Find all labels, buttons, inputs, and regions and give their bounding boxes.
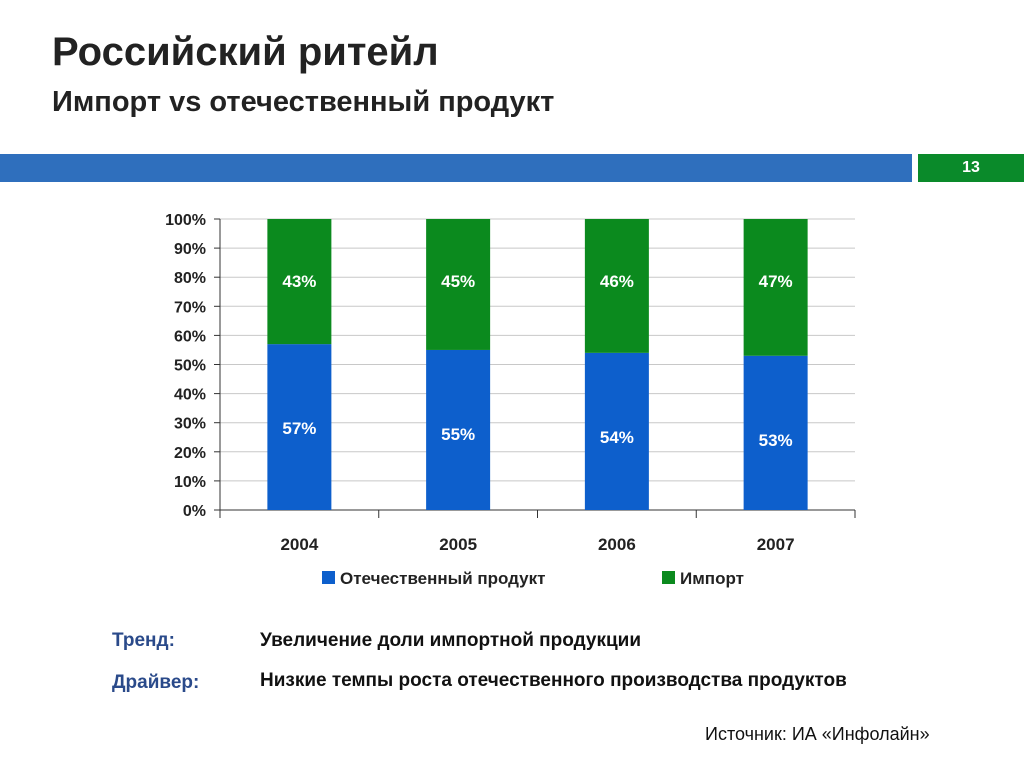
driver-text: Низкие темпы роста отечественного произв…: [260, 670, 847, 691]
x-category-label: 2004: [280, 535, 318, 554]
data-label: 55%: [441, 425, 475, 444]
x-category-label: 2007: [757, 535, 795, 554]
y-tick-label: 70%: [174, 299, 206, 316]
driver-label: Драйвер:: [112, 672, 200, 693]
y-tick-label: 10%: [174, 474, 206, 491]
legend-swatch: [662, 571, 675, 584]
legend-swatch: [322, 571, 335, 584]
bar-domestic: [267, 344, 332, 510]
y-tick-label: 80%: [174, 270, 206, 287]
data-label: 57%: [282, 419, 316, 438]
bar-import: [426, 219, 491, 350]
legend-label: Импорт: [680, 569, 744, 588]
y-tick-label: 20%: [174, 445, 206, 462]
page-number: 13: [918, 154, 1024, 182]
y-tick-label: 60%: [174, 328, 206, 345]
y-tick-label: 90%: [174, 241, 206, 258]
data-label: 46%: [600, 272, 634, 291]
bar-domestic: [426, 349, 491, 510]
y-tick-label: 40%: [174, 387, 206, 404]
data-label: 54%: [600, 428, 634, 447]
data-label: 43%: [282, 272, 316, 291]
x-category-label: 2005: [439, 535, 477, 554]
legend-label: Отечественный продукт: [340, 569, 545, 588]
stacked-bar-chart: 0% 10% 20% 30% 40% 50% 60% 70% 80% 90% 100% 57% 43% 2…: [165, 212, 856, 588]
y-tick-label: 30%: [174, 416, 206, 433]
y-tick-label: 100%: [165, 212, 206, 229]
y-tick-label: 0%: [183, 503, 206, 520]
bar-domestic: [743, 355, 808, 510]
bar-import: [267, 219, 332, 345]
bar-domestic: [584, 352, 649, 510]
data-label: 53%: [759, 431, 793, 450]
data-label: 45%: [441, 272, 475, 291]
page-title: Российский ритейл: [52, 30, 439, 74]
bar-import: [743, 219, 808, 356]
source-note: Источник: ИА «Инфолайн»: [705, 724, 930, 744]
x-category-label: 2006: [598, 535, 636, 554]
y-tick-label: 50%: [174, 358, 206, 375]
trend-text: Увеличение доли импортной продукции: [260, 630, 642, 651]
bar-import: [584, 219, 649, 353]
header-band: [0, 154, 912, 182]
page-subtitle: Импорт vs отечественный продукт: [52, 86, 555, 118]
data-label: 47%: [759, 272, 793, 291]
trend-label: Тренд:: [112, 630, 175, 651]
